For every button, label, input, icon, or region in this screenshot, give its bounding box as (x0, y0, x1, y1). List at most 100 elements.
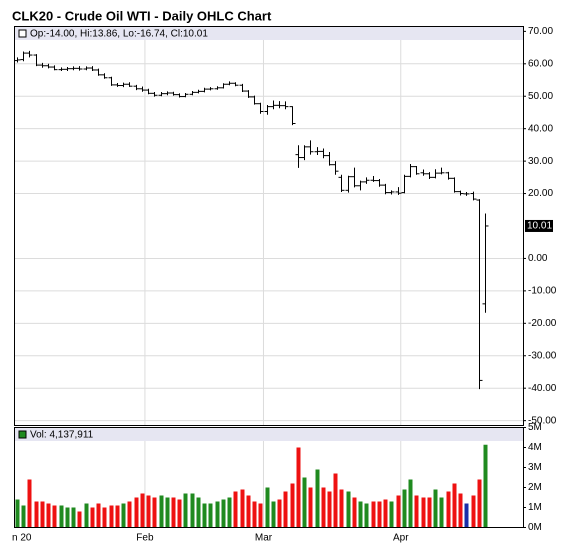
volume-bar (421, 497, 426, 528)
volume-bar (290, 483, 295, 528)
y-tick-label: -20.00 (528, 318, 557, 329)
volume-tick-label: 1M (528, 502, 542, 513)
volume-bar (346, 491, 351, 528)
grid (15, 26, 523, 528)
volume-bar (427, 497, 432, 528)
x-tick-label: n 20 (12, 533, 32, 544)
volume-bar (215, 501, 220, 528)
volume-bar (371, 501, 376, 528)
volume-bar (240, 489, 245, 528)
volume-info: Vol: 4,137,911 (30, 430, 94, 441)
volume-bar (183, 493, 188, 528)
volume-bar (102, 507, 107, 528)
volume-bar (115, 505, 120, 528)
y-tick-label: 0.00 (528, 253, 548, 264)
y-tick-label: -50.00 (528, 415, 557, 426)
x-tick-label: Mar (255, 533, 273, 544)
volume-bar (208, 503, 213, 528)
volume-tick-label: 3M (528, 462, 542, 473)
volume-bar (327, 491, 332, 528)
x-tick-label: Feb (136, 533, 154, 544)
y-tick-label: 60.00 (528, 58, 553, 69)
volume-bar (227, 497, 232, 528)
marks (14, 50, 489, 528)
volume-bar (77, 511, 82, 528)
volume-bar (246, 495, 251, 528)
volume-icon (18, 430, 27, 439)
volume-bar (439, 497, 444, 528)
volume-bar (59, 505, 64, 528)
volume-bar (121, 503, 126, 528)
volume-bar (202, 503, 207, 528)
volume-tick-label: 2M (528, 482, 542, 493)
volume-bar (152, 497, 157, 528)
info-icon (18, 29, 27, 38)
volume-bar (46, 503, 51, 528)
volume-bar (65, 507, 70, 528)
volume-bar (40, 501, 45, 528)
volume-panel-border (14, 427, 524, 528)
price-panel-border (14, 26, 524, 426)
x-tick-label: Apr (393, 533, 409, 544)
y-tick-label: 30.00 (528, 156, 553, 167)
volume-bar (277, 499, 282, 528)
volume-bar (71, 507, 76, 528)
volume-bar (464, 503, 469, 528)
volume-bar (446, 491, 451, 528)
volume-bar (408, 479, 413, 528)
volume-bar (27, 479, 32, 528)
volume-bar (452, 483, 457, 528)
last-price-label: 10.01 (527, 221, 552, 232)
volume-bar (296, 447, 301, 528)
volume-bar (134, 497, 139, 528)
price-panel-bg (14, 26, 524, 426)
y-tick-label: -10.00 (528, 286, 557, 297)
volume-bar (15, 499, 20, 528)
volume-bar (177, 499, 182, 528)
volume-bar (146, 495, 151, 528)
y-tick-label: 70.00 (528, 26, 553, 37)
y-tick-label: -40.00 (528, 383, 557, 394)
volume-bar (252, 501, 257, 528)
volume-bar (233, 491, 238, 528)
volume-bar (471, 495, 476, 528)
volume-bar (308, 487, 313, 528)
volume-bar (383, 499, 388, 528)
volume-bar (402, 489, 407, 528)
info-band (15, 27, 523, 40)
volume-bar (165, 497, 170, 528)
volume-bar (140, 493, 145, 528)
volume-bar (21, 505, 26, 528)
volume-bar (34, 501, 39, 528)
volume-bar (483, 444, 488, 528)
y-tick-label: -30.00 (528, 350, 557, 361)
volume-tick-label: 0M (528, 522, 542, 533)
volume-bar (127, 501, 132, 528)
y-tick-label: 50.00 (528, 91, 553, 102)
volume-bar (364, 503, 369, 528)
chart-title: CLK20 - Crude Oil WTI - Daily OHLC Chart (12, 8, 272, 23)
volume-bar (90, 507, 95, 528)
volume-bar (377, 501, 382, 528)
volume-bar (396, 495, 401, 528)
volume-bar (221, 499, 226, 528)
volume-bar (171, 497, 176, 528)
volume-tick-label: 5M (528, 422, 542, 433)
volume-bar (258, 503, 263, 528)
volume-bar (358, 501, 363, 528)
volume-bar (315, 469, 320, 528)
volume-bar (302, 477, 307, 528)
volume-bar (109, 505, 114, 528)
volume-bar (433, 489, 438, 528)
volume-bar (339, 489, 344, 528)
volume-bar (190, 493, 195, 528)
volume-bar (352, 497, 357, 528)
volume-bar (196, 497, 201, 528)
volume-bar (333, 473, 338, 528)
volume-bar (271, 501, 276, 528)
volume-bar (414, 495, 419, 528)
volume-bar (283, 491, 288, 528)
volume-bar (265, 487, 270, 528)
